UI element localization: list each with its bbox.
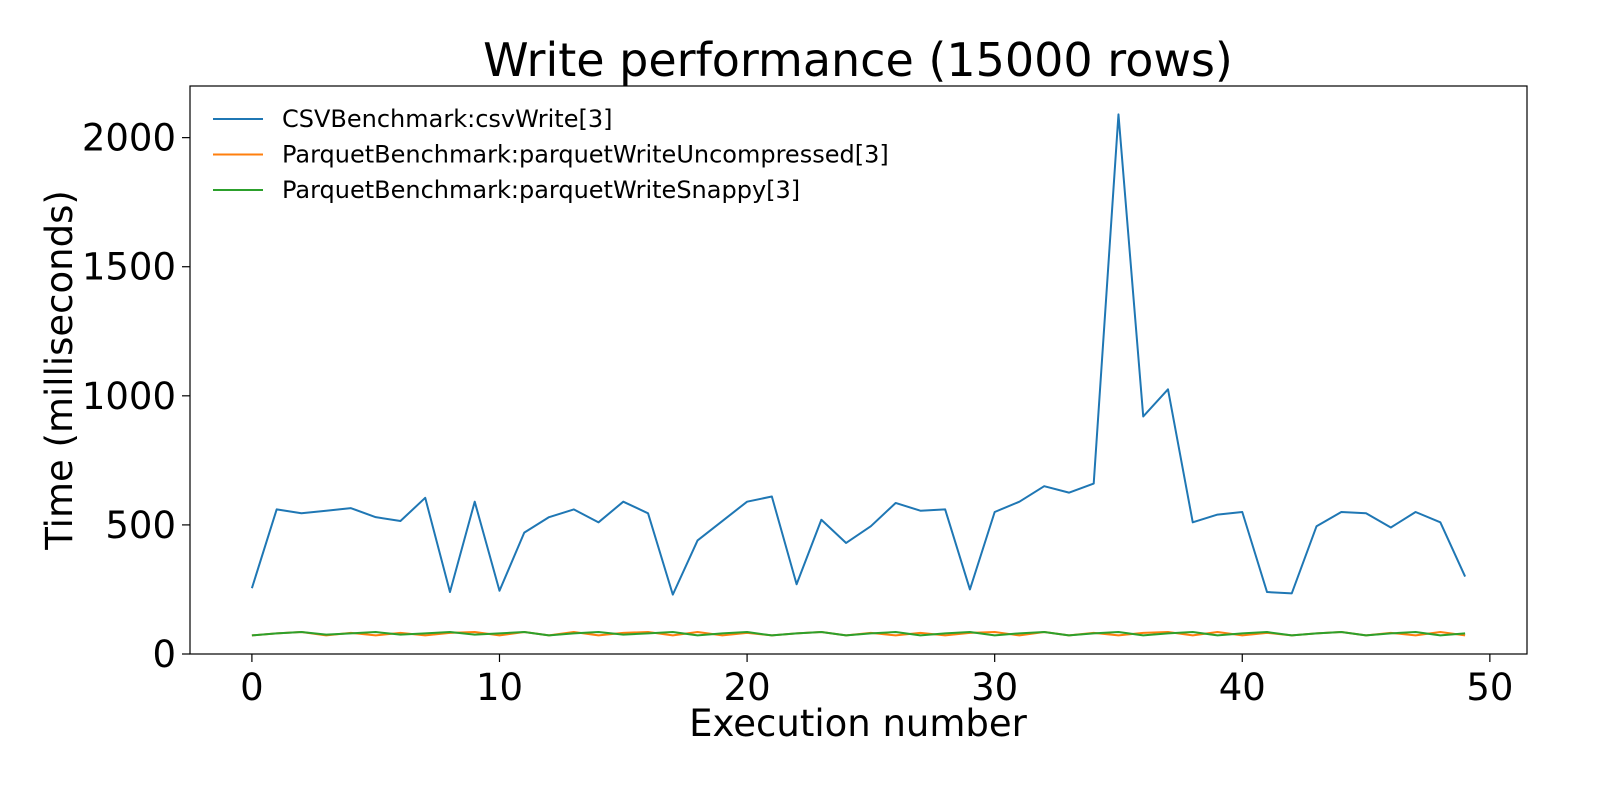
y-tick-label: 0 (152, 633, 176, 676)
y-axis-label: Time (milliseconds) (38, 190, 81, 551)
series-layer (250, 113, 1467, 637)
series-line-0 (250, 113, 1467, 596)
x-tick-label: 0 (240, 666, 264, 709)
x-axis-label: Execution number (689, 702, 1028, 745)
plot-area-frame (189, 85, 1528, 655)
y-axis-ticks: 0 500 1000 1500 2000 (82, 117, 190, 676)
x-tick-label: 10 (476, 666, 523, 709)
series-line-2 (251, 631, 1466, 637)
y-tick-label: 500 (105, 504, 176, 547)
legend-label-2: ParquetBenchmark:parquetWriteSnappy[3] (282, 176, 800, 204)
x-axis-ticks: 0 10 20 30 40 50 (240, 654, 1513, 709)
x-tick-label: 50 (1466, 666, 1513, 709)
y-tick-label: 1500 (82, 246, 176, 289)
legend-label-0: CSVBenchmark:csvWrite[3] (282, 105, 612, 133)
y-tick-label: 2000 (82, 117, 176, 160)
chart-title: Write performance (15000 rows) (483, 33, 1233, 87)
x-tick-label: 40 (1219, 666, 1266, 709)
legend-label-1: ParquetBenchmark:parquetWriteUncompresse… (282, 141, 889, 169)
x-tick-label: 20 (724, 666, 771, 709)
y-tick-label: 1000 (82, 375, 176, 418)
legend: CSVBenchmark:csvWrite[3] ParquetBenchmark… (213, 105, 889, 204)
x-tick-label: 30 (971, 666, 1018, 709)
